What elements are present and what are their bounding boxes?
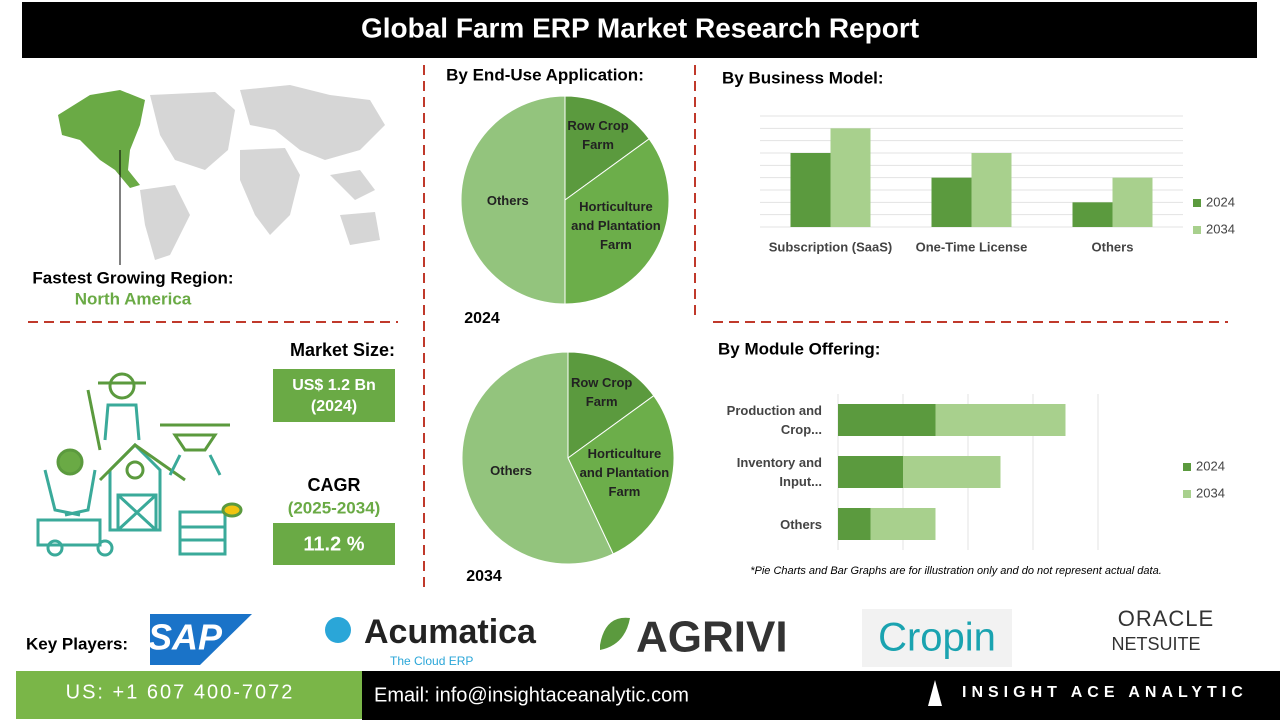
bar (1072, 202, 1113, 227)
slice-label-wrap: Horticulture and Plantation Farm (579, 445, 670, 499)
market-size-box (273, 369, 395, 422)
agrivi-icon (600, 617, 630, 650)
bar (931, 177, 972, 227)
footer-email: Email: info@insightaceanalytic.com (374, 684, 689, 706)
legend-swatch (1193, 199, 1201, 207)
slice-label-wrap: Row Crop Farm (567, 118, 629, 153)
section-title: By End-Use Application: (446, 65, 644, 84)
market-size-label: Market Size: (290, 340, 395, 360)
brand-icon (928, 680, 942, 706)
slice-label: Horticulture and Plantation Farm (571, 199, 661, 253)
footer-phone-bg (16, 671, 362, 719)
logo-cropin: Cropin (878, 616, 996, 660)
y-tick-label-wrap: Production and Crop... (726, 403, 822, 437)
bar-segment (870, 508, 936, 540)
x-tick-label: Subscription (SaaS) (769, 239, 893, 254)
pie-slice (564, 95, 650, 201)
dividers (28, 65, 1228, 590)
bar-segment (935, 404, 1066, 436)
logo-netsuite: NETSUITE (1111, 634, 1200, 654)
market-size-wrap: US$ 1.2 Bn (2024) (292, 376, 376, 415)
slice-label-wrap: Others (486, 192, 529, 208)
market-size-value: US$ 1.2 Bn (2024) (292, 376, 376, 415)
legend-swatch (1183, 490, 1191, 498)
pie-slice (461, 351, 614, 565)
y-tick-label: Others (780, 516, 822, 532)
footer-phone: US: +1 607 400-7072 (66, 681, 295, 703)
cagr-label: CAGR (308, 475, 361, 495)
slice-label: Others (490, 463, 533, 479)
slice-label-wrap: Others (490, 463, 533, 479)
legend-swatch (1183, 463, 1191, 471)
y-tick-label-wrap: Others (780, 516, 822, 532)
bar (1112, 177, 1153, 227)
x-tick-label: One-Time License (916, 239, 1028, 254)
logo-agrivi: AGRIVI (636, 613, 788, 662)
bar (790, 153, 831, 227)
slice-label: Others (486, 192, 529, 208)
slice-label: Row Crop Farm (570, 374, 633, 409)
cagr-period: (2025-2034) (288, 498, 381, 517)
bar (830, 128, 871, 227)
bar-segment (838, 456, 903, 488)
footer-brand: INSIGHT ACE ANALYTIC (962, 684, 1248, 701)
pie-slice (564, 138, 670, 305)
pie-slice (567, 351, 655, 459)
slice-label: Row Crop Farm (567, 118, 629, 153)
x-tick-label: Others (1092, 239, 1134, 254)
logo-oracle: ORACLE (1118, 606, 1214, 631)
page-title: Global Farm ERP Market Research Report (361, 12, 919, 43)
logo-acumatica: Acumatica (364, 613, 537, 651)
bar-segment (903, 456, 1001, 488)
bar-segment (838, 404, 936, 436)
world-map (140, 85, 385, 260)
y-tick-label-wrap: Inventory and Input... (736, 455, 822, 489)
region-label: Fastest Growing Region: (32, 268, 233, 287)
north-america (58, 90, 145, 188)
section-title: By Business Model: (722, 68, 884, 87)
region-value: North America (75, 289, 192, 308)
slice-label-wrap: Row Crop Farm (570, 374, 633, 409)
title-bar (22, 2, 1257, 58)
legend-label: 2034 (1206, 221, 1235, 236)
acumatica-icon (325, 617, 351, 643)
logo-tagline: The Cloud ERP (390, 654, 473, 668)
y-tick-label: Production and Crop... (726, 403, 822, 437)
slice-label: Horticulture and Plantation Farm (579, 445, 670, 499)
legend-label: 2034 (1196, 485, 1225, 500)
bar (971, 153, 1012, 227)
note: *Pie Charts and Bar Graphs are for illus… (750, 565, 1162, 577)
cagr-box (273, 523, 395, 565)
pie-year: 2024 (464, 310, 500, 327)
slice-label-wrap: Horticulture and Plantation Farm (571, 199, 661, 253)
section-title: By Module Offering: (718, 339, 880, 358)
cropin-bg (862, 609, 1012, 667)
bar-segment (838, 508, 871, 540)
logo-sap: SAP (148, 617, 223, 658)
footer-bg (362, 671, 1280, 720)
legend-label: 2024 (1196, 458, 1225, 473)
pie-year: 2034 (466, 568, 502, 585)
pie-slice (460, 95, 566, 305)
key-players-label: Key Players: (26, 634, 128, 653)
cagr-value: 11.2 % (303, 533, 364, 555)
legend-swatch (1193, 226, 1201, 234)
farm-illustration (36, 372, 243, 557)
legend-label: 2024 (1206, 194, 1235, 209)
sap-logo-bg (150, 614, 252, 665)
y-tick-label: Inventory and Input... (736, 455, 822, 489)
pie-slice (567, 394, 675, 555)
